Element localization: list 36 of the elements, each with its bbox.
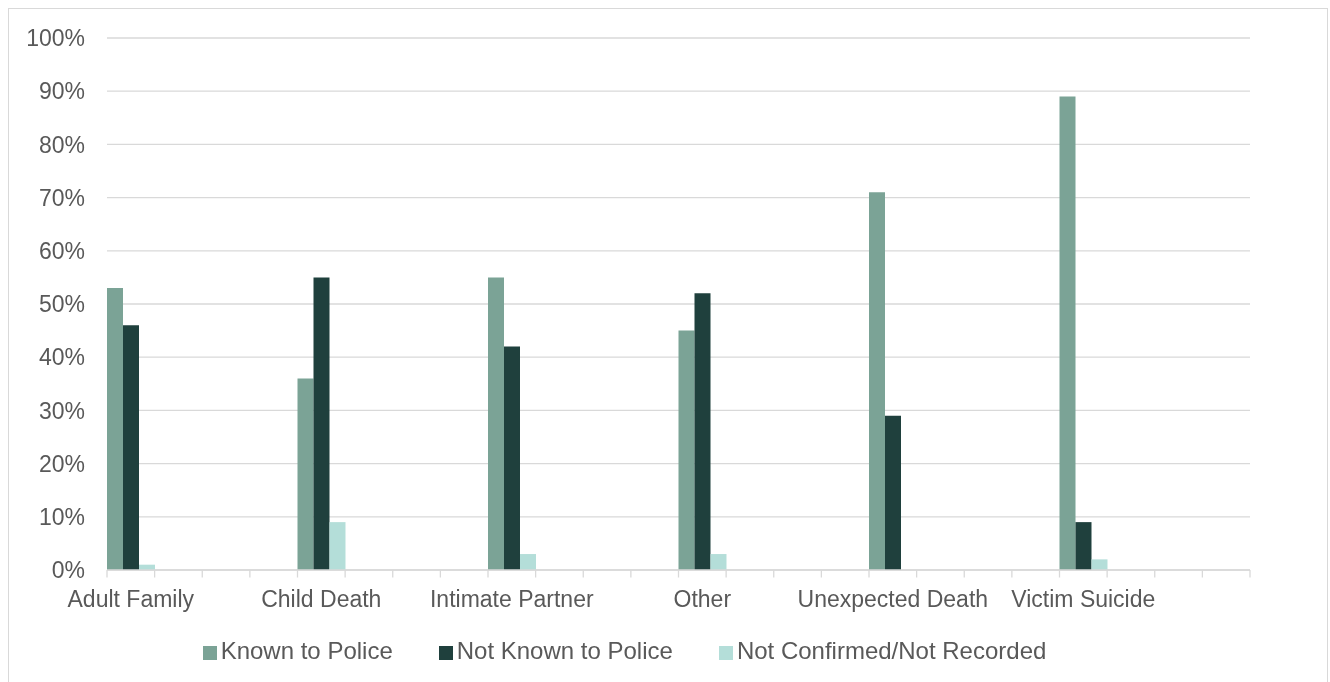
bar bbox=[488, 277, 504, 570]
x-tick-label: Child Death bbox=[261, 586, 382, 612]
y-tick-label: 0% bbox=[51, 557, 85, 584]
y-tick-label: 50% bbox=[38, 291, 85, 318]
bar bbox=[694, 293, 711, 570]
bar bbox=[297, 378, 314, 570]
x-tick-label: Intimate Partner bbox=[429, 586, 594, 612]
y-tick-label: 10% bbox=[38, 503, 85, 530]
legend-label: Known to Police bbox=[220, 637, 393, 664]
bar bbox=[1091, 559, 1108, 570]
x-tick-label: Victim Suicide bbox=[1011, 586, 1156, 612]
y-tick-label: 90% bbox=[38, 78, 85, 105]
bar bbox=[1059, 96, 1076, 570]
bar bbox=[885, 415, 901, 570]
x-tick-label: Unexpected Death bbox=[797, 586, 989, 612]
x-tick-label: Adult Family bbox=[67, 586, 195, 612]
y-tick-label: 70% bbox=[38, 184, 85, 211]
y-tick-label: 40% bbox=[38, 344, 85, 371]
x-tick-label: Other bbox=[673, 586, 732, 612]
legend-label: Not Known to Police bbox=[456, 637, 673, 664]
bar bbox=[329, 522, 346, 570]
y-tick-label: 80% bbox=[38, 131, 85, 158]
bar bbox=[107, 288, 123, 570]
bar bbox=[1075, 522, 1092, 570]
bar bbox=[710, 554, 727, 570]
y-tick-label: 30% bbox=[38, 397, 85, 424]
bar bbox=[678, 330, 695, 570]
y-tick-label: 60% bbox=[38, 237, 85, 264]
legend-label: Not Confirmed/Not Recorded bbox=[736, 637, 1047, 664]
bar bbox=[313, 277, 330, 570]
bar bbox=[123, 325, 139, 570]
bar bbox=[520, 554, 536, 570]
y-tick-label: 20% bbox=[38, 450, 85, 477]
bar bbox=[504, 346, 520, 570]
y-tick-label: 100% bbox=[26, 25, 85, 52]
bar bbox=[869, 192, 885, 570]
